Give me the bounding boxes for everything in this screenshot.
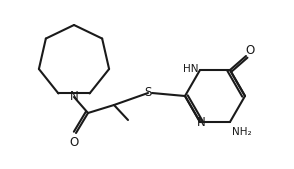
Text: O: O: [69, 136, 78, 149]
Text: S: S: [144, 87, 152, 100]
Text: N: N: [197, 116, 206, 129]
Text: NH₂: NH₂: [232, 127, 252, 137]
Text: O: O: [245, 44, 255, 56]
Text: N: N: [70, 91, 78, 103]
Text: HN: HN: [183, 64, 198, 74]
